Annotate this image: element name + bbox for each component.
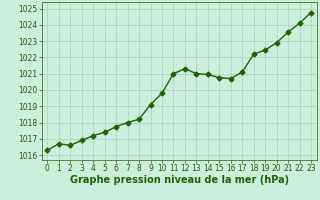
X-axis label: Graphe pression niveau de la mer (hPa): Graphe pression niveau de la mer (hPa) bbox=[70, 175, 289, 185]
